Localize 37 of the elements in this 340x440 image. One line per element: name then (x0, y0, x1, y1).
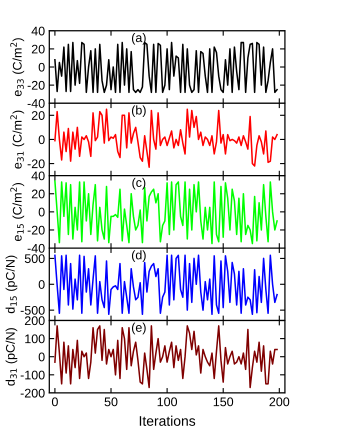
x-tick-label: 150 (214, 397, 234, 406)
y-tick-label: 20 (32, 111, 45, 120)
y-axis-title: e$_{15}$ (C/m$^{2}$) (10, 183, 24, 242)
annotation: (a) (132, 32, 146, 45)
y-tick-label: -40 (28, 99, 45, 108)
x-tick-label: 50 (104, 397, 118, 406)
x-tick-label: 100 (158, 397, 178, 406)
y-tick-label: 40 (32, 26, 45, 36)
y-axis-title: d$_{15}$ (pC/N) (6, 256, 18, 314)
annotation: (b) (132, 105, 146, 118)
y-tick-label: -20 (28, 159, 45, 168)
y-tick-label: 0 (38, 62, 45, 72)
y-tick-label: 200 (24, 316, 45, 326)
x-axis-title: Iterations (140, 416, 196, 426)
y-tick-label: 40 (32, 171, 45, 180)
annotation: (c) (132, 178, 146, 190)
y-axis-title: e$_{31}$ (C/m$^{2}$) (10, 110, 24, 169)
y-tick-label: -40 (28, 244, 45, 253)
y-tick-label: -500 (20, 306, 45, 315)
y-tick-label: -200 (20, 388, 45, 398)
y-tick-label: 0 (38, 135, 45, 144)
y-axis-title: e$_{33}$ (C/m$^{2}$) (10, 38, 24, 96)
y-tick-label: 100 (25, 334, 45, 344)
y-tick-label: 500 (24, 254, 45, 264)
x-tick-label: 200 (270, 397, 290, 406)
y-tick-label: -20 (28, 80, 45, 90)
y-tick-label: 0 (38, 280, 45, 289)
y-tick-label: -100 (20, 370, 45, 380)
y-tick-label: 0 (38, 208, 45, 217)
y-tick-label: 20 (32, 44, 45, 54)
y-axis-title: d$_{31}$ (pC/N) (6, 328, 18, 386)
y-tick-label: 0 (38, 352, 45, 362)
y-tick-label: 20 (32, 190, 45, 198)
annotation: (e) (132, 322, 146, 334)
annotation: (d) (132, 250, 146, 262)
y-tick-label: -20 (28, 226, 45, 235)
x-tick-label: 0 (52, 397, 58, 406)
